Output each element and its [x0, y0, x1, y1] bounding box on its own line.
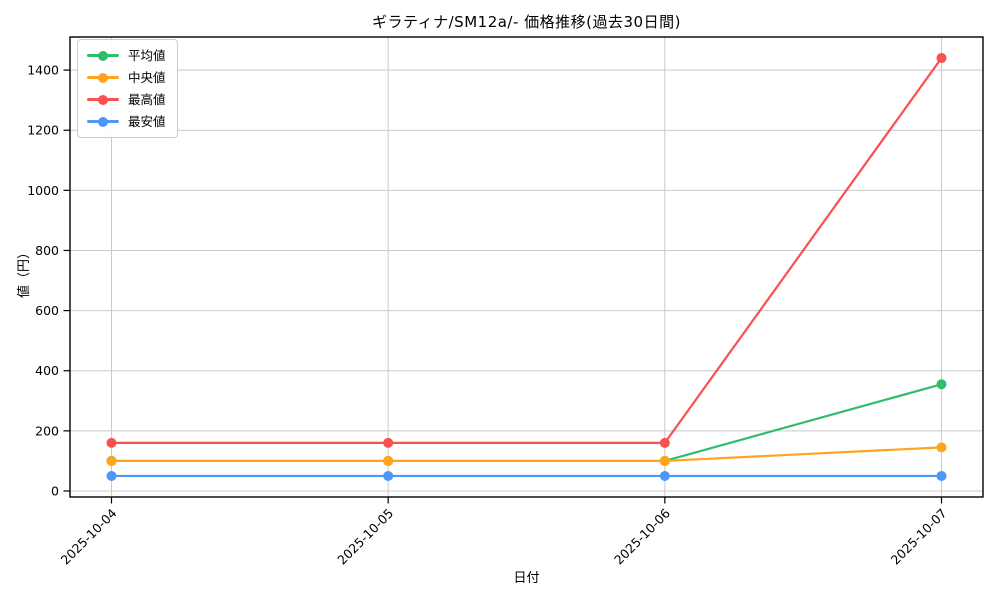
legend-line-marker-icon	[87, 72, 119, 83]
legend-item: 中央値	[87, 68, 166, 87]
legend-line-marker-icon	[87, 50, 119, 61]
axis-ticks: 0 200 400 600 800 1000 1200 1400 2025-10-04 2025-…	[27, 63, 949, 568]
series-中央値	[106, 442, 947, 466]
y-tick-label: 600	[35, 303, 59, 318]
gridlines	[70, 37, 983, 497]
data-point-marker	[106, 455, 117, 466]
legend-item: 最高値	[87, 90, 166, 109]
legend-item: 平均値	[87, 46, 166, 65]
data-point-marker	[383, 470, 394, 481]
y-tick-label: 400	[35, 363, 59, 378]
legend: 平均値中央値最高値最安値	[77, 39, 178, 138]
y-tick-label: 1000	[27, 183, 59, 198]
series-最安値	[106, 470, 947, 481]
data-point-marker	[936, 379, 947, 390]
y-tick-label: 1200	[27, 123, 59, 138]
legend-label: 平均値	[128, 48, 166, 63]
y-tick-label: 1400	[27, 63, 59, 78]
legend-label: 最安値	[128, 114, 166, 129]
data-point-marker	[936, 442, 947, 453]
x-tick-label: 2025-10-06	[611, 505, 673, 567]
x-tick-label: 2025-10-04	[58, 505, 120, 567]
legend-line-marker-icon	[87, 116, 119, 127]
series-line	[111, 57, 943, 444]
data-point-marker	[383, 437, 394, 448]
legend-label: 中央値	[128, 70, 166, 85]
x-tick-label: 2025-10-05	[334, 506, 396, 568]
y-tick-label: 200	[35, 423, 59, 438]
y-tick-label: 800	[35, 243, 59, 258]
legend-item: 最安値	[87, 112, 166, 131]
data-point-marker	[936, 470, 947, 481]
y-axis-label: 値（円）	[17, 245, 32, 298]
plot-border	[69, 36, 984, 498]
series-line	[111, 446, 942, 463]
y-tick-label: 0	[51, 483, 59, 498]
data-point-marker	[936, 53, 947, 64]
data-point-marker	[659, 455, 670, 466]
legend-label: 最高値	[128, 92, 166, 107]
data-point-marker	[106, 470, 117, 481]
x-tick-label: 2025-10-07	[888, 506, 950, 568]
data-point-marker	[383, 455, 394, 466]
chart-title: ギラティナ/SM12a/- 価格推移(過去30日間)	[372, 13, 681, 31]
data-point-marker	[659, 437, 670, 448]
x-axis-label: 日付	[513, 571, 540, 586]
series-line	[111, 383, 942, 463]
series-最高値	[106, 53, 947, 448]
data-point-marker	[106, 437, 117, 448]
data-point-marker	[659, 470, 670, 481]
legend-line-marker-icon	[87, 94, 119, 105]
